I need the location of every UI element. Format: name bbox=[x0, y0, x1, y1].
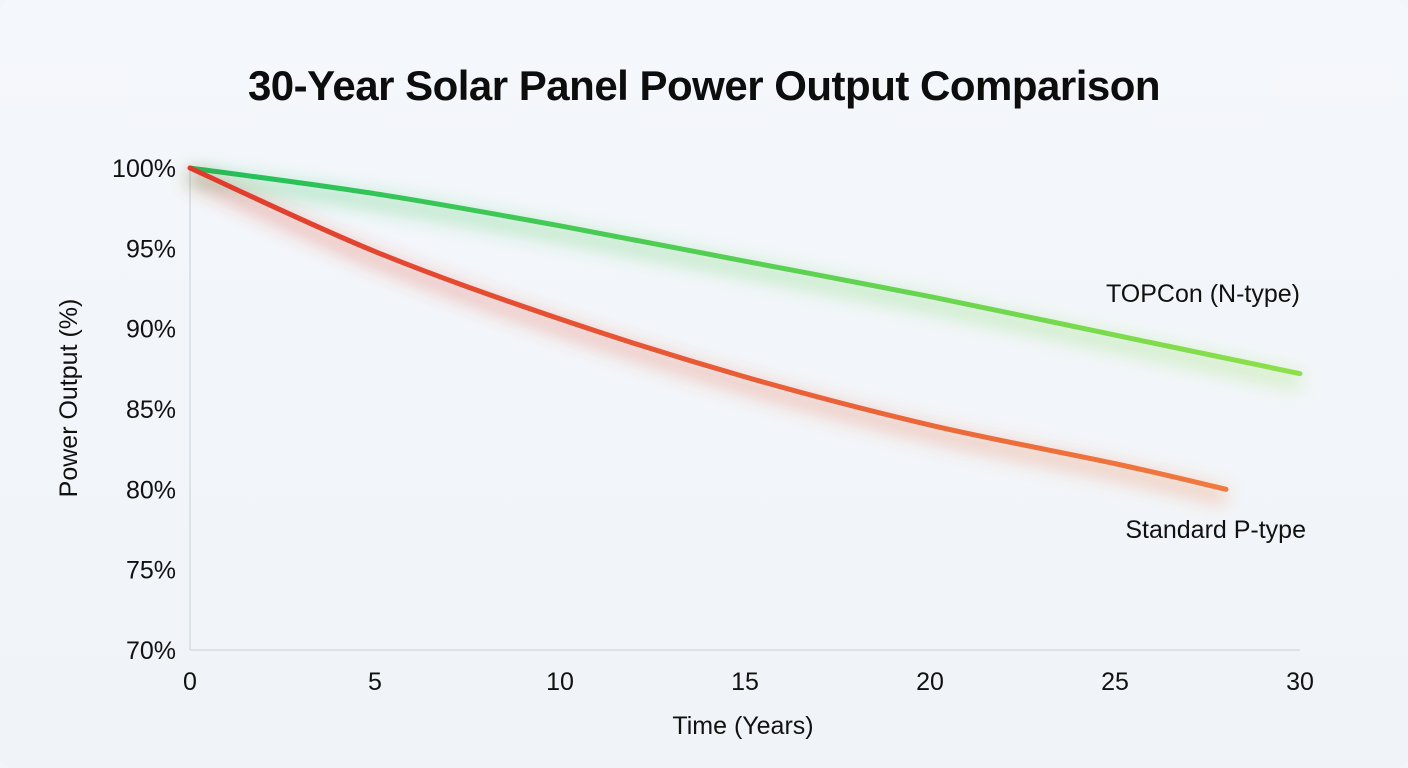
y-tick-label: 95% bbox=[126, 235, 176, 263]
y-tick-label: 75% bbox=[126, 557, 176, 585]
x-axis-title: Time (Years) bbox=[672, 712, 813, 740]
series-line-topcon-n-type bbox=[187, 165, 1303, 377]
x-tick-label: 0 bbox=[183, 668, 197, 696]
x-tick-label: 20 bbox=[916, 668, 944, 696]
x-tick-label: 10 bbox=[546, 668, 574, 696]
series-label-topcon: TOPCon (N-type) bbox=[1106, 280, 1300, 308]
series-glow-standard-p-type bbox=[187, 169, 1228, 505]
y-tick-label: 80% bbox=[126, 476, 176, 504]
series-label-standard-p-type: Standard P-type bbox=[1125, 516, 1306, 544]
y-tick-label: 70% bbox=[126, 637, 176, 665]
y-tick-label: 100% bbox=[112, 155, 176, 183]
y-tick-label: 90% bbox=[126, 316, 176, 344]
y-axis-title: Power Output (%) bbox=[55, 299, 83, 498]
x-tick-label: 5 bbox=[368, 668, 382, 696]
y-tick-label: 85% bbox=[126, 396, 176, 424]
x-tick-label: 25 bbox=[1101, 668, 1129, 696]
x-tick-label: 30 bbox=[1286, 668, 1314, 696]
x-tick-label: 15 bbox=[731, 668, 759, 696]
series-glow-topcon-n-type bbox=[189, 169, 1302, 389]
series-line-standard-p-type bbox=[187, 165, 1229, 492]
chart-title: 30-Year Solar Panel Power Output Compari… bbox=[247, 62, 1161, 109]
